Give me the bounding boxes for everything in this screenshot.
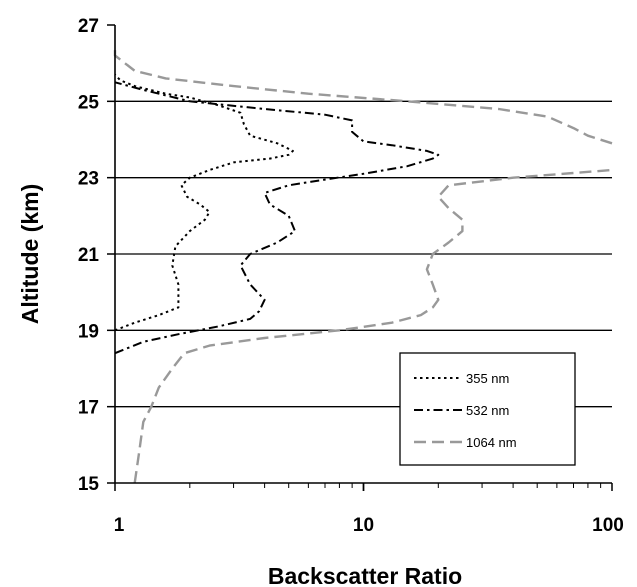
y-tick-label: 21 xyxy=(78,245,100,266)
legend: 355 nm 532 nm 1064 nm xyxy=(399,352,576,466)
y-tick-label: 23 xyxy=(78,169,99,190)
series-line-1064-nm xyxy=(133,168,613,484)
legend-label: 355 nm xyxy=(466,371,509,386)
legend-label: 1064 nm xyxy=(466,435,517,450)
y-tick-label: 15 xyxy=(78,474,100,495)
x-tick-label: 1 xyxy=(114,515,125,536)
y-tick-label: 17 xyxy=(78,398,99,419)
legend-label: 532 nm xyxy=(466,403,509,418)
series-line-segment-3 xyxy=(113,44,613,145)
x-tick-label: 10 xyxy=(353,515,374,536)
series-line-532-nm xyxy=(114,81,440,355)
series-line-355-nm xyxy=(114,73,294,332)
tick-labels: 15 17 19 21 23 25 27 1 10 100 xyxy=(78,16,624,536)
x-tick-label: 100 xyxy=(592,515,624,536)
y-tick-label: 19 xyxy=(78,321,99,342)
series-layer xyxy=(113,44,613,484)
y-tick-label: 25 xyxy=(78,92,100,113)
y-axis-title: Altitude (km) xyxy=(17,184,43,325)
x-axis-title: Backscatter Ratio xyxy=(268,563,462,587)
y-tick-label: 27 xyxy=(78,16,99,37)
axes xyxy=(107,24,613,491)
